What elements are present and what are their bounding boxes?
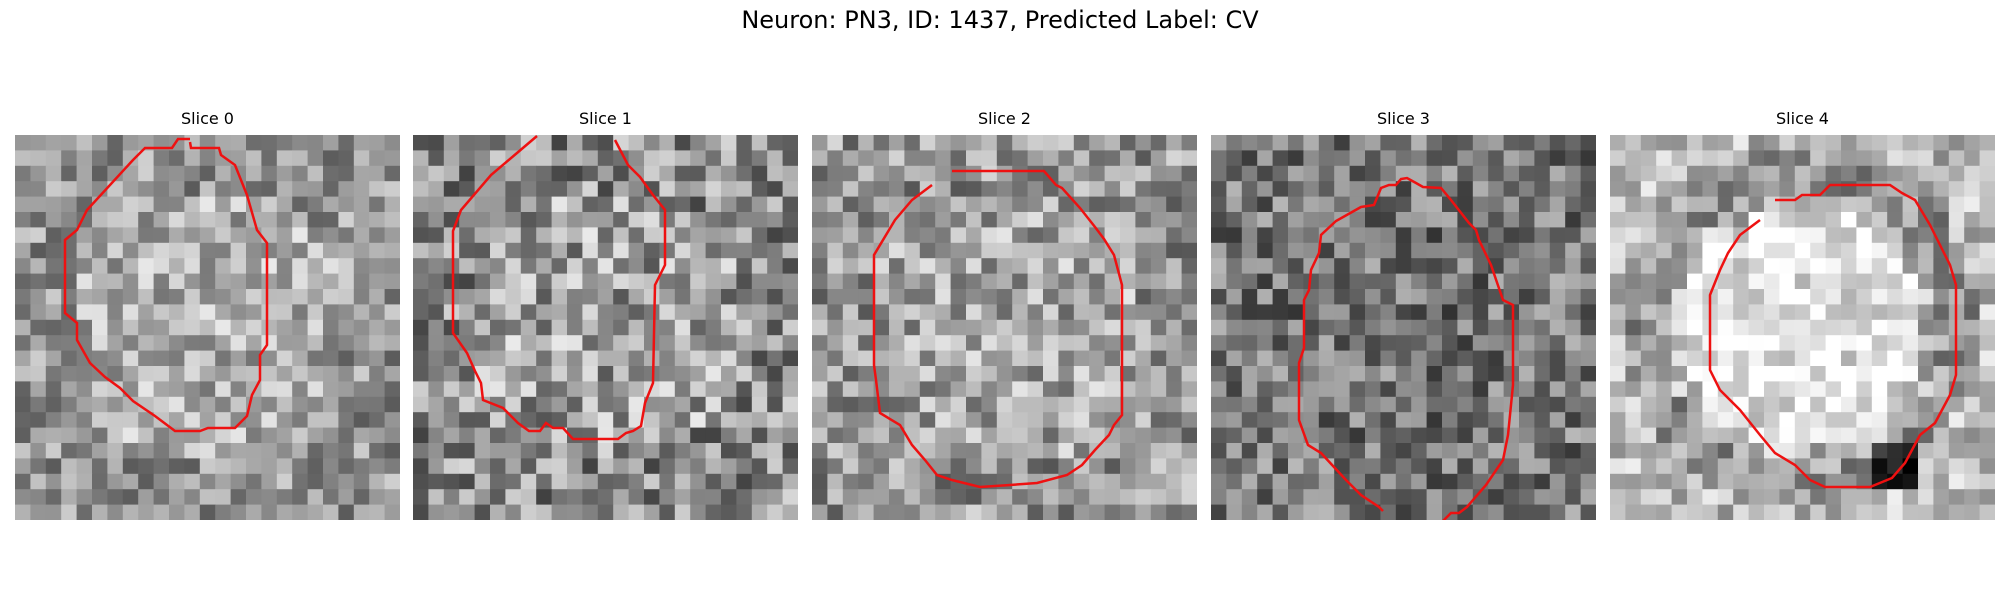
slice-image-0 <box>15 135 400 520</box>
neuron-contour-4 <box>1708 183 1958 489</box>
neuron-contour-1 <box>451 135 667 441</box>
slice-panel-2: Slice 2 <box>812 108 1197 520</box>
figure-title: Neuron: PN3, ID: 1437, Predicted Label: … <box>741 6 1259 34</box>
slice-panel-4: Slice 4 <box>1610 108 1995 520</box>
slice-image-1 <box>413 135 798 520</box>
slice-title-3: Slice 3 <box>1377 109 1430 128</box>
neuron-contour-2 <box>872 169 1124 489</box>
slice-image-4 <box>1610 135 1995 520</box>
slice-title-2: Slice 2 <box>978 109 1031 128</box>
slice-image-3 <box>1211 135 1596 520</box>
slice-title-4: Slice 4 <box>1776 109 1829 128</box>
neuron-contour-3 <box>1297 176 1515 520</box>
slice-panel-1: Slice 1 <box>413 108 798 520</box>
slice-panel-3: Slice 3 <box>1211 108 1596 520</box>
neuron-contour-0 <box>63 137 269 433</box>
slice-panel-0: Slice 0 <box>15 108 400 520</box>
slice-image-2 <box>812 135 1197 520</box>
slice-title-1: Slice 1 <box>579 109 632 128</box>
slice-title-0: Slice 0 <box>181 109 234 128</box>
